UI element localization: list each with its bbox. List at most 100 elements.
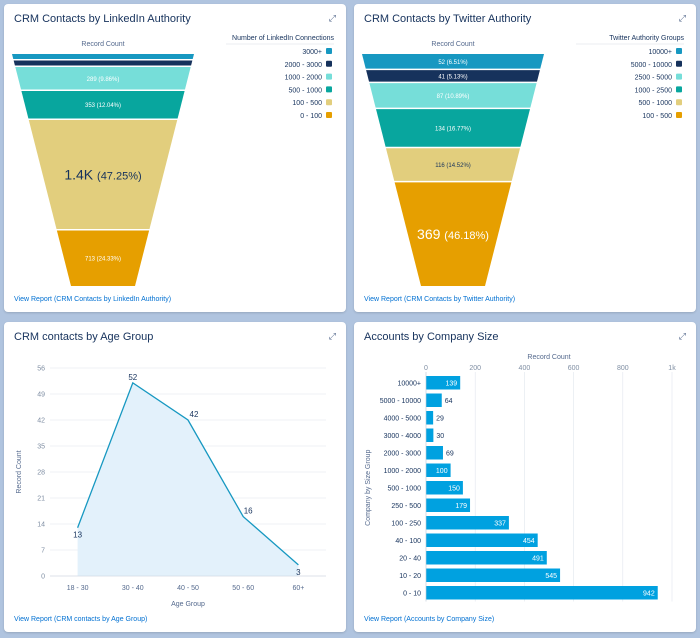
x-tick-label: 40 - 50 xyxy=(177,585,199,592)
view-report-link[interactable]: View Report (CRM Contacts by Twitter Aut… xyxy=(364,296,516,303)
x-axis-label: Record Count xyxy=(527,354,570,361)
legend-label: 100 - 500 xyxy=(642,113,672,120)
bar xyxy=(426,551,547,565)
data-label: 52 xyxy=(128,373,137,382)
x-tick-label: 50 - 60 xyxy=(232,585,254,592)
y-tick-label: 500 - 1000 xyxy=(388,485,422,492)
expand-icon[interactable]: ⤢ xyxy=(678,331,686,341)
y-tick-label: 0 xyxy=(41,574,45,581)
bar xyxy=(426,463,451,477)
legend-swatch xyxy=(676,48,682,54)
legend-label: 1000 - 2500 xyxy=(635,87,672,94)
legend-label: 0 - 100 xyxy=(300,113,322,120)
y-tick-label: 20 - 40 xyxy=(399,555,421,562)
funnel-data-label: 713 (24.33%) xyxy=(85,257,121,263)
data-label: 30 xyxy=(436,433,444,440)
legend-swatch xyxy=(326,86,332,93)
funnel-segment xyxy=(21,91,185,119)
expand-icon[interactable]: ⤢ xyxy=(678,13,686,23)
y-axis-label: Record Count xyxy=(16,450,23,493)
bar xyxy=(426,586,658,600)
data-label: 337 xyxy=(494,520,506,527)
x-tick-label: 400 xyxy=(519,365,531,372)
legend-label: 500 - 1000 xyxy=(289,87,323,94)
linkedin-funnel-chart: Record Count 289 (9.86%) 353 (12.04%) 1.4K … xyxy=(12,35,334,286)
funnel-segment xyxy=(369,83,537,108)
data-label: 491 xyxy=(532,555,544,562)
x-tick-label: 600 xyxy=(568,365,580,372)
legend-label: 500 - 1000 xyxy=(639,100,673,107)
funnel-data-label: 134 (16.77%) xyxy=(435,126,471,132)
view-report-link[interactable]: View Report (CRM Contacts by LinkedIn Au… xyxy=(14,296,172,303)
y-tick-label: 28 xyxy=(37,470,45,477)
funnel-segment xyxy=(362,54,544,69)
bar xyxy=(426,516,509,530)
data-label: 69 xyxy=(446,450,454,457)
area-fill xyxy=(77,382,299,576)
funnel-data-label: 116 (14.52%) xyxy=(435,163,471,169)
bar xyxy=(426,393,442,407)
legend-swatch xyxy=(326,73,332,80)
data-label: 64 xyxy=(445,398,453,405)
funnel-segment xyxy=(56,230,150,286)
y-tick-label: 3000 - 4000 xyxy=(384,433,421,440)
legend-title: Number of LinkedIn Connections xyxy=(232,35,334,42)
data-label: 139 xyxy=(446,380,458,387)
x-tick-label: 200 xyxy=(469,365,481,372)
data-label: 150 xyxy=(448,485,460,492)
funnel-segment xyxy=(15,67,191,90)
y-tick-label: 42 xyxy=(37,418,45,425)
legend-swatch xyxy=(326,48,332,54)
y-tick-label: 56 xyxy=(37,366,45,373)
legend-label: 3000+ xyxy=(302,49,322,56)
funnel-segment xyxy=(366,70,540,82)
y-tick-label: 49 xyxy=(37,392,45,399)
funnel-data-label: 353 (12.04%) xyxy=(85,103,121,109)
y-tick-label: 100 - 250 xyxy=(391,520,421,527)
card-title: CRM contacts by Age Group xyxy=(14,331,154,343)
y-tick-label: 35 xyxy=(37,444,45,451)
x-tick-label: 60+ xyxy=(292,585,304,592)
view-report-link[interactable]: View Report (Accounts by Company Size) xyxy=(364,616,495,623)
data-label: 454 xyxy=(523,538,535,545)
card-title: CRM Contacts by Twitter Authority xyxy=(364,13,532,25)
bar xyxy=(426,533,538,547)
bar xyxy=(426,568,561,582)
legend-label: 5000 - 10000 xyxy=(631,62,672,69)
funnel-data-label: 289 (9.86%) xyxy=(87,77,120,83)
age-group-card: CRM contacts by Age Group ⤢ 0 7 14 21 28 35 42… xyxy=(4,322,346,632)
funnel-data-label: 87 (10.89%) xyxy=(437,94,470,100)
y-tick-label: 7 xyxy=(41,548,45,555)
legend-swatch xyxy=(676,112,682,118)
funnel-axis-label: Record Count xyxy=(431,41,474,48)
bar xyxy=(426,411,434,425)
funnel-data-label: 369 (46.18%) xyxy=(417,226,489,242)
funnel-segment xyxy=(376,109,530,147)
expand-icon[interactable]: ⤢ xyxy=(328,13,336,23)
bar xyxy=(426,481,463,495)
y-tick-label: 40 - 100 xyxy=(395,538,421,545)
expand-icon[interactable]: ⤢ xyxy=(328,331,336,341)
data-label: 942 xyxy=(643,590,655,597)
funnel-axis-label: Record Count xyxy=(81,41,124,48)
linkedin-authority-card: CRM Contacts by LinkedIn Authority ⤢ Rec… xyxy=(4,4,346,312)
x-tick-label: 1k xyxy=(668,365,676,372)
legend-swatch xyxy=(676,86,682,93)
y-tick-label: 4000 - 5000 xyxy=(384,415,421,422)
funnel-segment xyxy=(394,182,512,286)
funnel-segment xyxy=(385,148,521,181)
legend-label: 2500 - 5000 xyxy=(635,75,672,82)
funnel-data-label: 41 (5.13%) xyxy=(438,74,467,80)
y-tick-label: 0 - 10 xyxy=(403,590,421,597)
legend-label: 1000 - 2000 xyxy=(285,75,322,82)
data-label: 545 xyxy=(545,573,557,580)
data-label: 13 xyxy=(73,531,82,540)
legend-label: 10000+ xyxy=(648,49,672,56)
view-report-link[interactable]: View Report (CRM contacts by Age Group) xyxy=(14,616,148,623)
data-label: 100 xyxy=(436,468,448,475)
data-label: 29 xyxy=(436,415,444,422)
data-label: 179 xyxy=(455,503,467,510)
legend-swatch xyxy=(326,60,332,67)
y-tick-label: 14 xyxy=(37,522,45,529)
legend-label: 2000 - 3000 xyxy=(285,62,322,69)
